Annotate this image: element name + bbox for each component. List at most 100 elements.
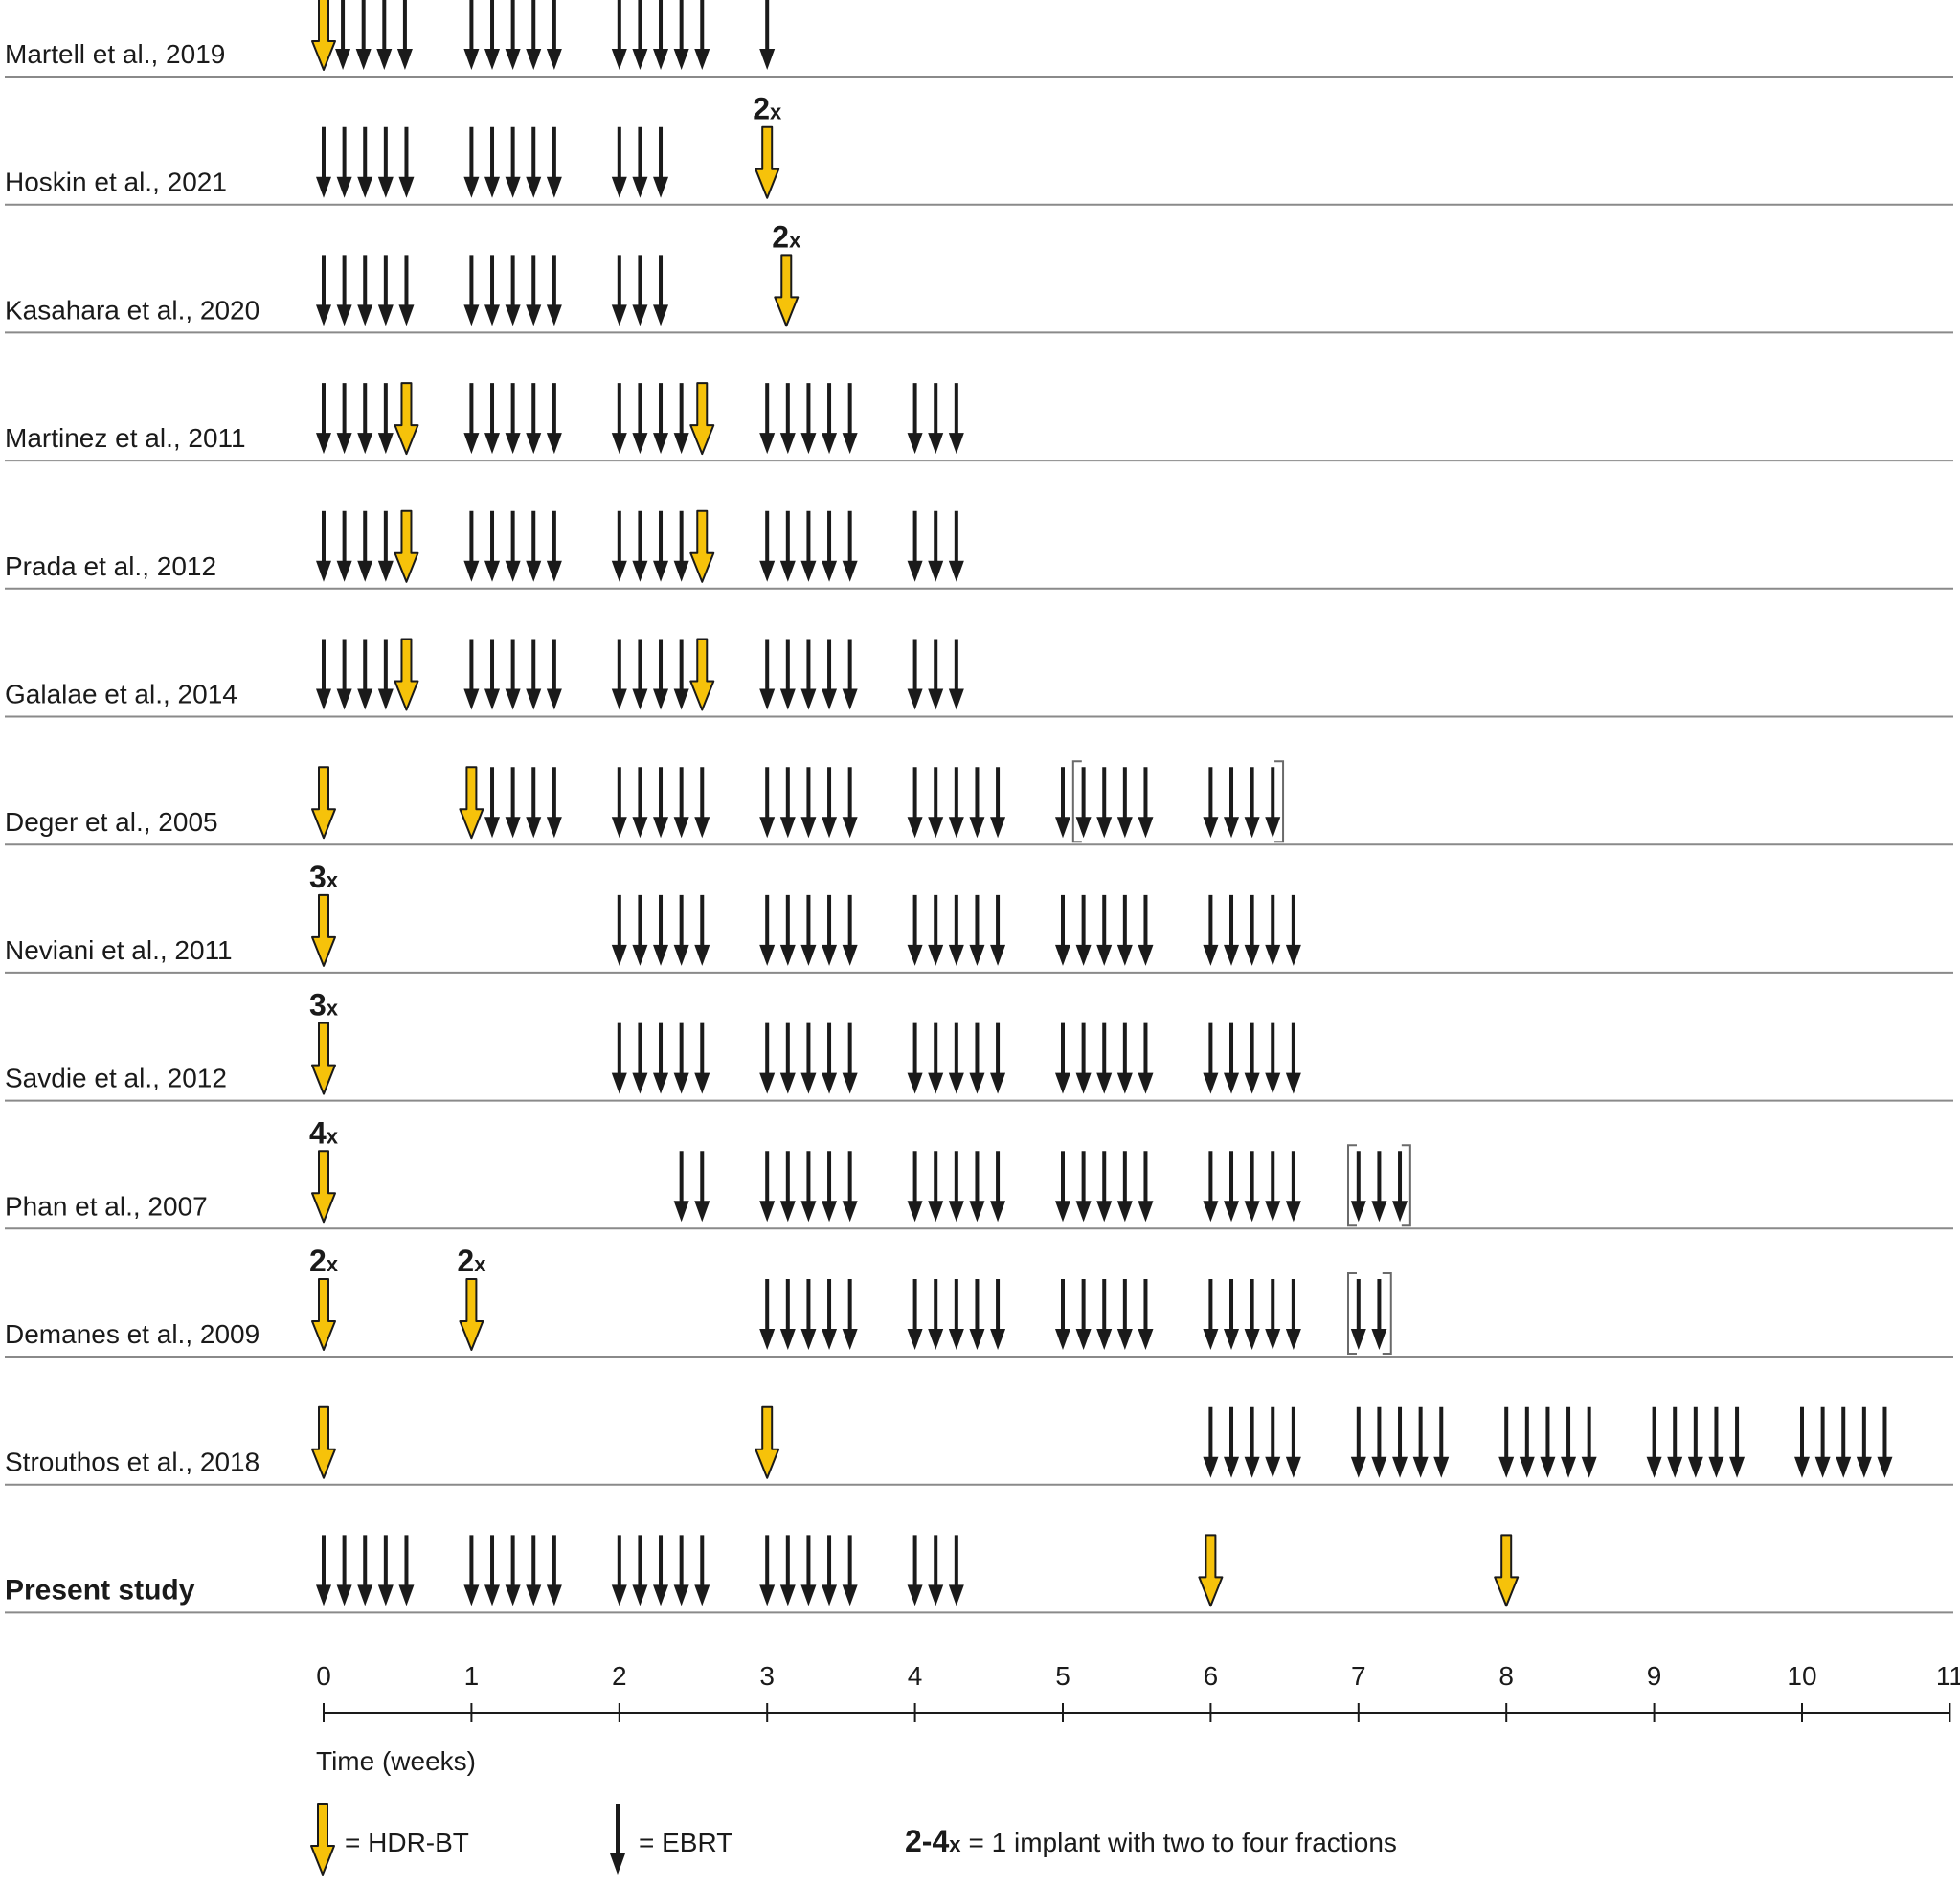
ebrt-arrow-head [1371,1201,1387,1223]
ebrt-arrow-head [759,560,776,582]
ebrt-arrow-icon [526,1535,542,1606]
ebrt-arrow-head [1392,1456,1408,1478]
ebrt-arrow-head [822,1329,838,1350]
ebrt-arrow-icon [969,1022,985,1094]
ebrt-arrow-head [842,1584,858,1606]
ebrt-arrow-icon [969,1279,985,1350]
ebrt-arrow-icon [316,510,331,582]
ebrt-arrow-icon [1075,767,1092,839]
ebrt-arrow-head [546,176,562,198]
fraction-count-number: 3 [309,988,327,1022]
ebrt-arrow-head [398,176,415,198]
ebrt-arrow-head [398,304,415,326]
fraction-count-x: x [327,1252,339,1276]
ebrt-arrow-icon [759,383,776,455]
ebrt-arrow-icon [1856,1406,1872,1478]
ebrt-arrow-icon [1224,1279,1240,1350]
ebrt-arrow-icon [610,1804,625,1875]
ebrt-arrow-head [928,1584,944,1606]
ebrt-arrow-icon [779,639,796,710]
ebrt-arrow-icon [1055,767,1070,839]
ebrt-arrow-icon [1265,1406,1281,1478]
ebrt-arrow-head [1581,1456,1597,1478]
ebrt-arrow-head [990,1329,1006,1350]
ebrt-arrow-icon [842,639,858,710]
ebrt-arrow-head [673,433,689,455]
ebrt-arrow-head [948,1584,964,1606]
ebrt-arrow-icon [1116,1151,1133,1223]
ebrt-arrow-head [484,433,501,455]
ebrt-arrow-icon [653,639,669,710]
ebrt-arrow-icon [1392,1406,1408,1478]
ebrt-arrow-head [505,560,521,582]
ebrt-arrow-icon [632,639,648,710]
hdr-arrow-shape [689,509,715,583]
ebrt-arrow-icon [1244,1406,1260,1478]
ebrt-arrow-head [526,817,542,839]
ebrt-arrow-head [822,944,838,966]
ebrt-arrow-head [1561,1456,1577,1478]
ebrt-arrow-head [632,1072,648,1094]
ebrt-arrow-icon [673,639,689,710]
ebrt-arrow-icon [822,767,838,839]
ebrt-arrow-icon [1877,1406,1893,1478]
hdr-arrow-shape [755,1405,780,1479]
ebrt-arrow-head [611,304,627,326]
ebrt-arrow-icon [632,767,648,839]
ebrt-arrow-icon [673,383,689,455]
fraction-count-x: x [327,868,339,892]
ebrt-arrow-icon [463,383,480,455]
ebrt-arrow-head [632,1584,648,1606]
bracket-left [1346,1272,1357,1355]
ebrt-arrow-icon [1371,1151,1387,1223]
hdr-arrow-shape [310,1803,335,1876]
ebrt-arrow-head [779,688,796,710]
ebrt-arrow-icon [969,894,985,966]
ebrt-arrow-head [355,49,372,70]
fraction-count-label: 2x [753,92,782,126]
ebrt-arrow-icon [463,510,480,582]
ebrt-arrow-head [1519,1456,1535,1478]
ebrt-arrow-head [990,944,1006,966]
ebrt-arrow-icon [822,639,838,710]
ebrt-arrow-icon [948,1151,964,1223]
ebrt-arrow-icon [969,1151,985,1223]
ebrt-arrow-head [1224,1201,1240,1223]
ebrt-arrow-icon [611,383,627,455]
bracket-optional-boost [1071,760,1285,843]
ebrt-arrow-head [1285,1456,1301,1478]
ebrt-arrow-head [800,1072,817,1094]
study-row: Martell et al., 2019 [5,0,1953,78]
study-row: Martinez et al., 2011 [5,382,1953,462]
ebrt-arrow-icon [907,510,923,582]
ebrt-arrow-head [546,49,562,70]
study-rows: Martell et al., 2019 Hoskin et al., 2021 2… [5,0,1953,1614]
study-label: Martell et al., 2019 [5,39,225,69]
ebrt-arrow-icon [928,639,944,710]
hdr-arrow-shape [1198,1534,1224,1607]
ebrt-arrow-icon [336,255,352,326]
ebrt-arrow-head [842,688,858,710]
ebrt-arrow-head [907,560,923,582]
ebrt-arrow-icon [694,767,710,839]
ebrt-arrow-head [1350,1201,1366,1223]
ebrt-arrow-head [653,49,669,70]
ebrt-arrow-icon [1203,1151,1219,1223]
ebrt-arrow-head [1856,1456,1872,1478]
hdr-arrow-icon [311,1022,336,1095]
ebrt-arrow-head [1265,1072,1281,1094]
ebrt-arrow-icon [653,255,669,326]
axis-ticks: 0 1 2 3 4 5 6 7 8 9 10 11 [316,1661,1960,1722]
ebrt-arrow-head [546,817,562,839]
ebrt-arrow-head [673,944,689,966]
ebrt-arrow-icon [377,126,394,198]
ebrt-arrow-head [1055,817,1070,839]
ebrt-arrow-head [484,560,501,582]
ebrt-arrow-icon [779,1151,796,1223]
ebrt-arrow-icon [694,0,710,70]
ebrt-arrow-icon [779,1535,796,1606]
ebrt-arrow-head [1244,1456,1260,1478]
ebrt-arrow-icon [611,1535,627,1606]
ebrt-arrow-head [928,817,944,839]
